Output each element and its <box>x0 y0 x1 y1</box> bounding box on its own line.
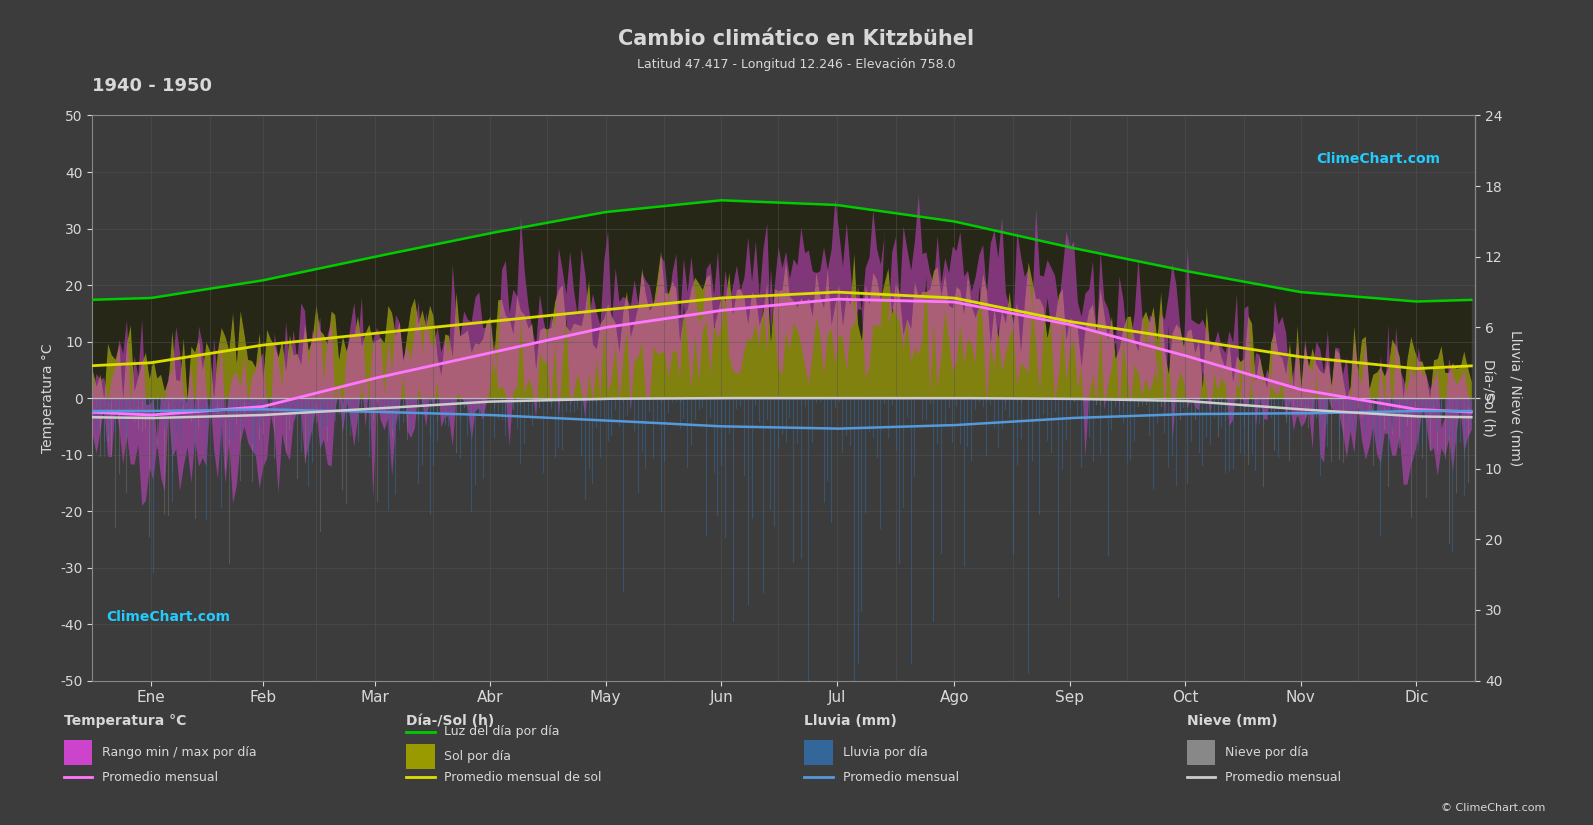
Text: 1940 - 1950: 1940 - 1950 <box>92 77 212 95</box>
Y-axis label: Lluvia / Nieve (mm): Lluvia / Nieve (mm) <box>1509 330 1521 466</box>
Text: Latitud 47.417 - Longitud 12.246 - Elevación 758.0: Latitud 47.417 - Longitud 12.246 - Eleva… <box>637 58 956 71</box>
Text: Rango min / max por día: Rango min / max por día <box>102 746 256 759</box>
Y-axis label: Día-/Sol (h): Día-/Sol (h) <box>1480 359 1494 437</box>
Y-axis label: Temperatura °C: Temperatura °C <box>40 343 54 453</box>
Text: ClimeChart.com: ClimeChart.com <box>1316 153 1440 166</box>
Text: Nieve (mm): Nieve (mm) <box>1187 714 1278 728</box>
Text: Cambio climático en Kitzbühel: Cambio climático en Kitzbühel <box>618 29 975 49</box>
Text: Nieve por día: Nieve por día <box>1225 746 1308 759</box>
Text: Lluvia (mm): Lluvia (mm) <box>804 714 897 728</box>
Text: Día-/Sol (h): Día-/Sol (h) <box>406 714 494 728</box>
Text: Sol por día: Sol por día <box>444 750 511 763</box>
Text: Luz del día por día: Luz del día por día <box>444 725 561 738</box>
Text: © ClimeChart.com: © ClimeChart.com <box>1440 803 1545 813</box>
Text: Lluvia por día: Lluvia por día <box>843 746 927 759</box>
Text: Promedio mensual: Promedio mensual <box>1225 771 1341 784</box>
Text: ClimeChart.com: ClimeChart.com <box>107 610 231 624</box>
Text: Promedio mensual: Promedio mensual <box>102 771 218 784</box>
Text: Promedio mensual: Promedio mensual <box>843 771 959 784</box>
Text: Temperatura °C: Temperatura °C <box>64 714 186 728</box>
Text: Promedio mensual de sol: Promedio mensual de sol <box>444 771 602 784</box>
